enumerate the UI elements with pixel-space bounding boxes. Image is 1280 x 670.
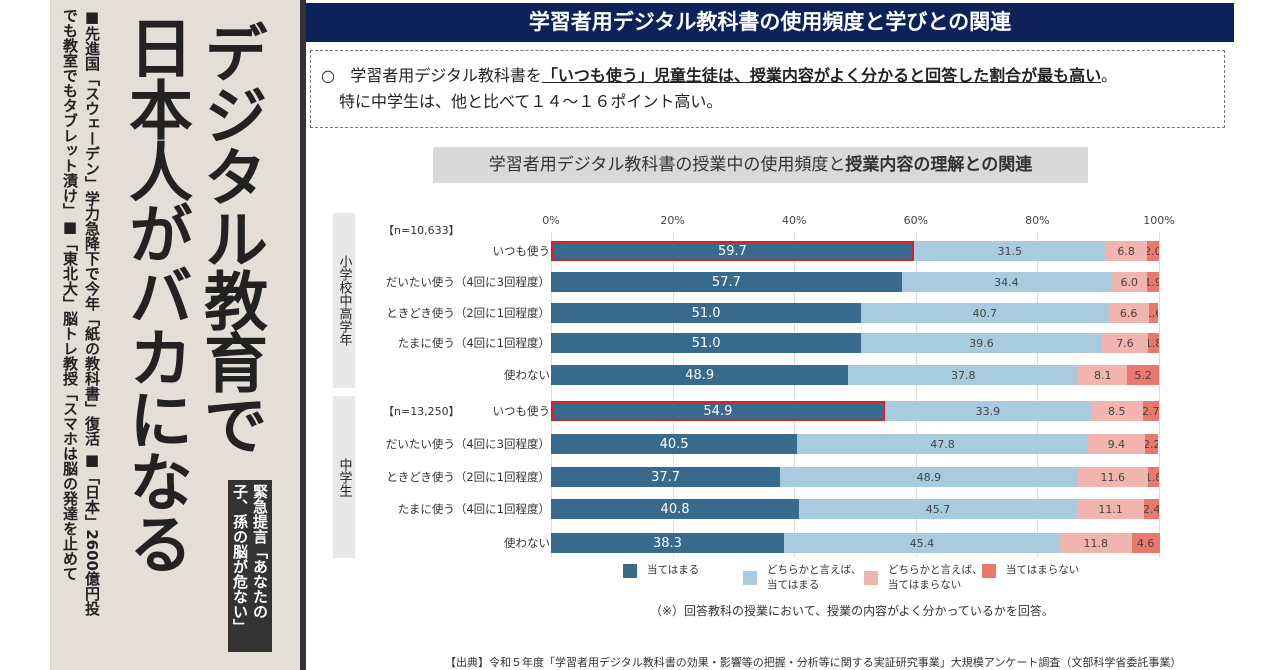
row-label: たまに使う（4回に1回程度） [397, 336, 550, 350]
bar-segment: 38.3 [551, 533, 784, 553]
bar-segment: 2.2 [1145, 434, 1159, 454]
bar-segment: 45.7 [799, 499, 1077, 519]
newspaper-subhead-2: でも教室でもタブレット漬け」■「東北大」脳トレ教授「スマホは脳の発達を止めて [61, 8, 79, 581]
row-label: 使わない [504, 368, 550, 382]
bar-segment: 34.4 [901, 272, 1111, 292]
bar-segment: 7.6 [1101, 333, 1149, 353]
chart-title: 学習者用デジタル教科書の授業中の使用頻度と授業内容の理解との関連 [433, 147, 1088, 183]
bar-segment: 51.0 [551, 303, 862, 323]
page-title: 学習者用デジタル教科書の使用頻度と学びとの関連 [306, 3, 1234, 42]
legend-swatch [982, 563, 996, 578]
bar-segment: 37.7 [551, 467, 781, 487]
summary-period: 。 [1101, 66, 1118, 85]
group-label: 小学校中高学年 [333, 213, 355, 388]
bar-segment: 2.0 [1146, 241, 1159, 261]
row-label: たまに使う（4回に1回程度） [397, 502, 550, 516]
newspaper-photo: デジタル教育で 日本人がバカになる ■先進国「スウェーデン」学力急降下で今年「紙… [50, 0, 306, 670]
summary-text: 学習者用デジタル教科書を [350, 66, 542, 85]
group-label: 中学生 [333, 396, 355, 558]
bar-segment: 40.8 [551, 499, 800, 519]
newspaper-box: 緊急提言「あなたの子、孫の脳が危ない」 [228, 480, 272, 652]
bar-segment: 6.6 [1108, 303, 1149, 323]
bar-segment: 6.0 [1110, 272, 1148, 292]
gridline [551, 232, 552, 557]
bar-segment: 1.8 [1148, 467, 1159, 487]
legend-item: 当てはまる [623, 563, 699, 578]
newspaper-headline-2: 日本人がバカになる [118, 15, 192, 573]
x-tick-label: 20% [660, 214, 685, 227]
bar-segment: 40.7 [861, 303, 1109, 323]
bar-segment: 2.4 [1144, 499, 1159, 519]
bar-segment: 1.9 [1147, 272, 1159, 292]
bar-segment: 59.7 [551, 241, 914, 261]
sample-size: 【n=13,250】 [383, 405, 460, 418]
bar-segment: 9.4 [1087, 434, 1145, 454]
legend-label: どちらかと言えば、 当てはまる [767, 564, 862, 591]
legend-label: 当てはまらない [1006, 564, 1080, 576]
source-note: 【出典】令和５年度「学習者用デジタル教科書の効果・影響等の把握・分析等に関する実… [445, 656, 1182, 669]
gridline [1037, 232, 1039, 557]
row-label: 使わない [504, 536, 550, 550]
newspaper-headline-1: デジタル教育で [193, 20, 267, 454]
chart-note: （※）回答教科の授業において、授業の内容がよく分かっているかを回答。 [650, 604, 1054, 618]
gridline [794, 232, 796, 557]
chart-title-plain: 学習者用デジタル教科書の授業中の使用頻度と [488, 155, 846, 175]
x-tick-label: 80% [1025, 214, 1050, 227]
bar-segment: 6.8 [1105, 241, 1147, 261]
gridline [1159, 232, 1160, 557]
summary-line-2: 特に中学生は、他と比べて１４～１６ポイント高い。 [339, 92, 723, 111]
row-label: ときどき使う（2回に1回程度） [386, 470, 550, 484]
row-label: いつも使う [492, 244, 551, 258]
bar-segment: 48.9 [551, 365, 849, 385]
legend-label: 当てはまる [647, 564, 700, 576]
bullet: ○ [321, 66, 335, 85]
legend-label: どちらかと言えば、 当てはまらない [888, 564, 983, 591]
row-label: いつも使う [492, 404, 551, 418]
summary-line-1: ○ 学習者用デジタル教科書を「いつも使う」児童生徒は、授業内容がよく分かると回答… [321, 63, 1224, 89]
row-label: だいたい使う（4回に3回程度） [385, 437, 550, 451]
bar-segment: 39.6 [861, 333, 1102, 353]
bar-segment: 33.9 [884, 401, 1091, 421]
row-label: ときどき使う（2回に1回程度） [386, 306, 550, 320]
bar-segment: 45.4 [783, 533, 1060, 553]
sample-size: 【n=10,633】 [383, 224, 460, 237]
legend-item: どちらかと言えば、 当てはまる [743, 563, 862, 593]
bar-segment: 8.5 [1090, 401, 1143, 421]
bar-segment: 37.8 [848, 365, 1079, 385]
bar-segment: 1.8 [1148, 333, 1159, 353]
x-tick-label: 40% [781, 214, 807, 227]
summary-emphasis: 「いつも使う」児童生徒は、授業内容がよく分かると回答した割合が最も高い [541, 66, 1102, 85]
summary-box: ○ 学習者用デジタル教科書を「いつも使う」児童生徒は、授業内容がよく分かると回答… [310, 50, 1225, 128]
bar-segment: 2.7 [1142, 401, 1159, 421]
chart-title-bold: 授業内容の理解との関連 [845, 155, 1033, 175]
gridline [915, 232, 917, 557]
bar-segment: 11.8 [1059, 533, 1132, 553]
legend-swatch [743, 571, 757, 585]
x-tick-label: 60% [903, 214, 929, 227]
bar-segment: 8.1 [1078, 365, 1128, 385]
legend-swatch [864, 571, 878, 585]
bar-segment: 47.8 [797, 434, 1088, 454]
row-label: だいたい使う（4回に3回程度） [385, 275, 550, 289]
gridline [672, 232, 674, 557]
x-tick-label: 0% [542, 214, 560, 227]
legend-swatch [623, 563, 637, 578]
bar-segment: 11.6 [1077, 467, 1149, 487]
bar-segment: 48.9 [780, 467, 1078, 487]
bar-segment: 40.5 [551, 434, 798, 454]
newspaper-subhead-1: ■先進国「スウェーデン」学力急降下で今年「紙の教科書」復活 ■「日本」2600億… [83, 8, 101, 616]
legend-item: どちらかと言えば、 当てはまらない [864, 563, 983, 593]
bar-segment: 31.5 [913, 241, 1106, 261]
newspaper-edge [300, 0, 306, 670]
bar-segment: 4.6 [1131, 533, 1160, 553]
bar-segment: 1.6 [1148, 303, 1159, 323]
bar-segment: 5.2 [1127, 365, 1159, 385]
bar-segment: 11.1 [1076, 499, 1145, 519]
bar-segment: 51.0 [551, 333, 862, 353]
legend-item: 当てはまらない [982, 563, 1079, 578]
x-tick-label: 100% [1143, 214, 1175, 227]
bar-segment: 57.7 [551, 272, 902, 292]
bar-segment: 54.9 [551, 401, 885, 421]
